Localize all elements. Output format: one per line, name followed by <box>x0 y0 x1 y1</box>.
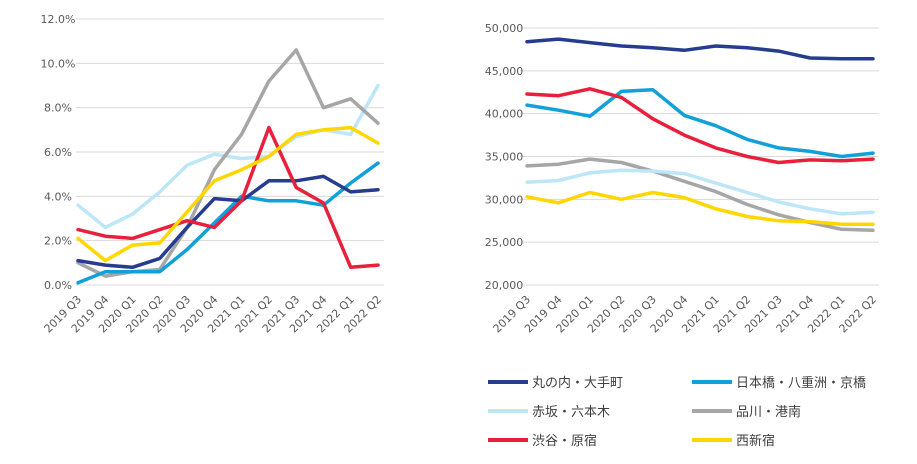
legend-label-shibuya: 渋谷・原宿 <box>532 433 597 449</box>
left-y-tick-label: 10.0% <box>41 57 76 70</box>
left-series-line-shibuya <box>76 125 380 270</box>
left-chart-group: 0.0%2.0%4.0%6.0%8.0%10.0%12.0%2019 Q3201… <box>41 13 385 335</box>
legend-label-nihonbashi: 日本橋・八重洲・京橋 <box>736 375 866 391</box>
left-y-tick-label: 6.0% <box>44 146 72 159</box>
right-y-tick-label: 45,000 <box>485 65 524 78</box>
legend-label-marunouchi: 丸の内・大手町 <box>532 375 623 391</box>
legend-label-akasaka: 赤坂・六本木 <box>532 405 610 420</box>
right-series-line-nishishinjuku <box>525 190 875 226</box>
right-y-tick-label: 30,000 <box>485 193 524 206</box>
right-series-line-akasaka <box>525 168 875 216</box>
left-series-line-marunouchi <box>76 174 380 270</box>
legend-label-nishishinjuku: 西新宿 <box>736 433 775 449</box>
left-series-line-nishishinjuku <box>76 125 380 263</box>
left-series-line-shinagawa <box>76 48 380 278</box>
left-y-tick-label: 4.0% <box>44 190 72 203</box>
left-y-tick-label: 12.0% <box>41 13 76 26</box>
right-y-tick-label: 20,000 <box>485 279 524 292</box>
legend-label-shinagawa: 品川・港南 <box>736 404 801 420</box>
left-y-tick-label: 0.0% <box>44 279 72 292</box>
right-y-tick-label: 50,000 <box>485 22 524 35</box>
right-y-tick-label: 35,000 <box>485 151 524 164</box>
right-y-tick-label: 25,000 <box>485 236 524 249</box>
right-y-tick-label: 40,000 <box>485 108 524 121</box>
left-y-tick-label: 2.0% <box>44 235 72 248</box>
right-chart-group: 20,000 25,000 30,000 35,000 40,000 45,000 50,0… <box>485 22 879 335</box>
left-series-line-nihonbashi <box>76 161 380 285</box>
left-series-line-akasaka <box>76 83 380 230</box>
left-y-tick-label: 8.0% <box>44 102 72 115</box>
right-series-line-shibuya <box>525 87 875 165</box>
right-series-line-marunouchi <box>525 37 875 61</box>
right-series-line-nihonbashi <box>525 87 875 159</box>
